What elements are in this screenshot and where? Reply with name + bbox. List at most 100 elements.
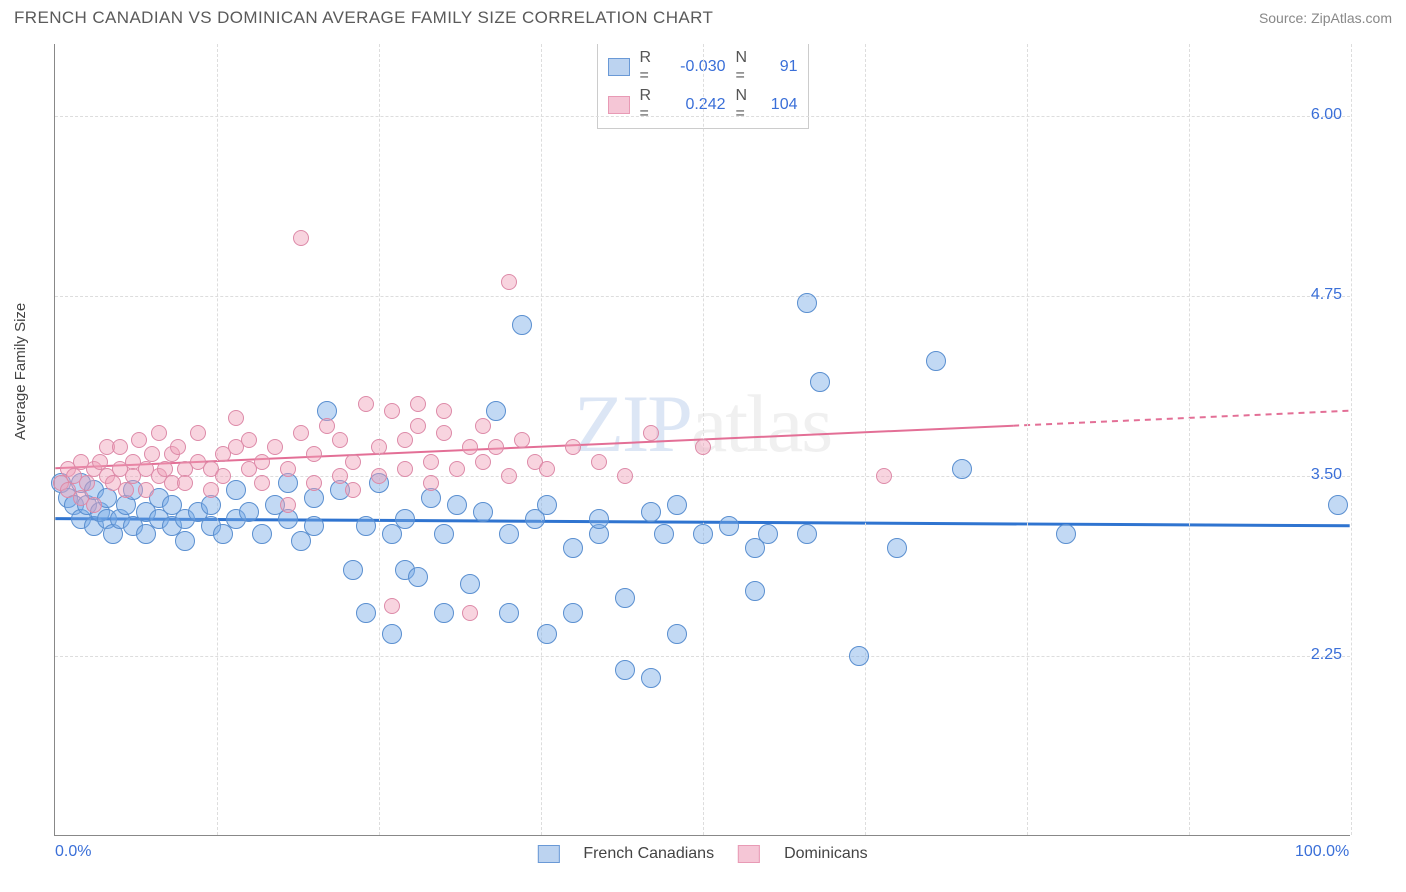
data-point xyxy=(475,418,491,434)
ytick-label: 4.75 xyxy=(1311,286,1342,304)
ytick-label: 6.00 xyxy=(1311,106,1342,124)
data-point xyxy=(241,432,257,448)
data-point xyxy=(79,475,95,491)
data-point xyxy=(926,351,946,371)
data-point xyxy=(615,588,635,608)
source-label: Source: ZipAtlas.com xyxy=(1259,10,1392,26)
data-point xyxy=(345,454,361,470)
data-point xyxy=(170,439,186,455)
data-point xyxy=(356,516,376,536)
data-point xyxy=(745,581,765,601)
data-point xyxy=(293,425,309,441)
title-bar: FRENCH CANADIAN VS DOMINICAN AVERAGE FAM… xyxy=(0,0,1406,34)
data-point xyxy=(810,372,830,392)
data-point xyxy=(423,454,439,470)
bottom-legend: French CanadiansDominicans xyxy=(537,845,867,863)
data-point xyxy=(215,468,231,484)
data-point xyxy=(239,502,259,522)
data-point xyxy=(514,432,530,448)
data-point xyxy=(343,560,363,580)
data-point xyxy=(563,603,583,623)
data-point xyxy=(449,461,465,477)
data-point xyxy=(434,603,454,623)
data-point xyxy=(190,425,206,441)
data-point xyxy=(539,461,555,477)
data-point xyxy=(693,524,713,544)
gridline-v xyxy=(865,44,866,835)
data-point xyxy=(887,538,907,558)
data-point xyxy=(175,531,195,551)
data-point xyxy=(131,432,147,448)
data-point xyxy=(589,509,609,529)
data-point xyxy=(758,524,778,544)
data-point xyxy=(293,230,309,246)
data-point xyxy=(617,468,633,484)
data-point xyxy=(654,524,674,544)
data-point xyxy=(797,293,817,313)
data-point xyxy=(512,315,532,335)
data-point xyxy=(643,425,659,441)
data-point xyxy=(1328,495,1348,515)
data-point xyxy=(849,646,869,666)
data-point xyxy=(306,446,322,462)
gridline-v xyxy=(1351,44,1352,835)
data-point xyxy=(203,482,219,498)
data-point xyxy=(280,461,296,477)
data-point xyxy=(488,439,504,455)
data-point xyxy=(410,418,426,434)
data-point xyxy=(501,468,517,484)
xtick-label: 0.0% xyxy=(55,843,91,861)
data-point xyxy=(332,468,348,484)
data-point xyxy=(280,497,296,513)
data-point xyxy=(356,603,376,623)
source-link[interactable]: ZipAtlas.com xyxy=(1311,10,1392,26)
gridline-v xyxy=(1027,44,1028,835)
data-point xyxy=(499,524,519,544)
legend-swatch xyxy=(738,845,760,863)
data-point xyxy=(475,454,491,470)
data-point xyxy=(537,624,557,644)
data-point xyxy=(384,403,400,419)
legend-swatch xyxy=(608,58,630,76)
xtick-label: 100.0% xyxy=(1295,843,1349,861)
data-point xyxy=(144,446,160,462)
ytick-label: 3.50 xyxy=(1311,466,1342,484)
data-point xyxy=(86,497,102,513)
chart-title: FRENCH CANADIAN VS DOMINICAN AVERAGE FAM… xyxy=(14,8,713,28)
data-point xyxy=(151,425,167,441)
data-point xyxy=(591,454,607,470)
data-point xyxy=(397,461,413,477)
data-point xyxy=(695,439,711,455)
data-point xyxy=(537,495,557,515)
data-point xyxy=(563,538,583,558)
data-point xyxy=(641,502,661,522)
data-point xyxy=(462,439,478,455)
data-point xyxy=(667,624,687,644)
data-point xyxy=(460,574,480,594)
data-point xyxy=(876,468,892,484)
data-point xyxy=(473,502,493,522)
data-point xyxy=(358,396,374,412)
data-point xyxy=(501,274,517,290)
gridline-v xyxy=(541,44,542,835)
y-axis-label: Average Family Size xyxy=(12,303,29,440)
data-point xyxy=(408,567,428,587)
data-point xyxy=(641,668,661,688)
data-point xyxy=(254,454,270,470)
data-point xyxy=(332,432,348,448)
data-point xyxy=(719,516,739,536)
data-point xyxy=(345,482,361,498)
data-point xyxy=(267,439,283,455)
legend-label: French Canadians xyxy=(583,845,714,863)
data-point xyxy=(254,475,270,491)
data-point xyxy=(436,425,452,441)
data-point xyxy=(138,482,154,498)
data-point xyxy=(228,410,244,426)
data-point xyxy=(499,603,519,623)
data-point xyxy=(565,439,581,455)
legend-swatch xyxy=(608,96,630,114)
chart-plot-area: ZIPatlas R =-0.030N =91R =0.242N =104 Fr… xyxy=(54,44,1350,836)
data-point xyxy=(615,660,635,680)
data-point xyxy=(952,459,972,479)
gridline-v xyxy=(1189,44,1190,835)
